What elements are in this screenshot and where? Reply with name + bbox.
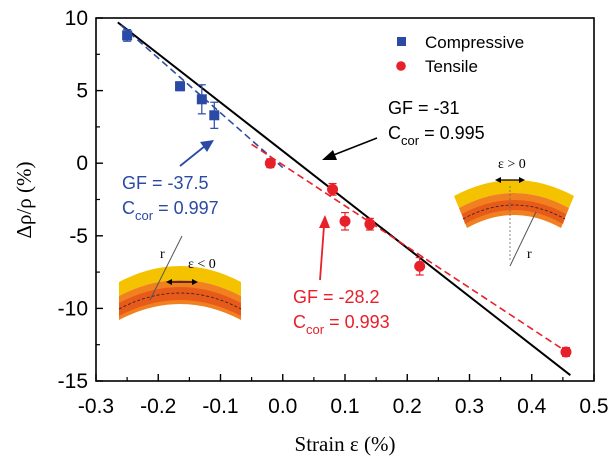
y-tick-label: 10 [65, 7, 88, 30]
annotation-black-arrow [330, 137, 378, 157]
x-tick-label: 0.1 [330, 395, 359, 418]
data-point-tensile [560, 346, 572, 358]
data-point-tensile [364, 218, 376, 230]
annotation-red: GF = -28.2 Ccor = 0.993 [293, 287, 390, 337]
inset-compressive-radius-line [149, 235, 183, 301]
inset-tensile-radius-line [509, 211, 537, 267]
x-tick-label: 0.5 [579, 395, 608, 418]
legend: Compressive Tensile [396, 33, 524, 76]
x-axis-title: Strain ε (%) [295, 432, 396, 456]
x-tick-label: -0.3 [78, 395, 114, 418]
x-tick-label: 0.2 [393, 395, 422, 418]
annotation-blue-arrowhead [200, 140, 214, 152]
data-point-compressive [175, 81, 186, 92]
inset-tensile-arrowhead-left [495, 177, 501, 183]
annotation-red-arrowhead [319, 215, 330, 228]
inset-compressive-neutral-line [118, 292, 242, 310]
inset-compressive-arrowhead-left [166, 279, 172, 285]
annotation-black-ccor: Ccor = 0.995 [388, 123, 485, 148]
inset-compressive-radius-label: r [160, 247, 165, 262]
data-point-tensile [414, 260, 426, 272]
fit-line-1 [120, 24, 284, 169]
y-axis-title: Δρ/ρ (%) [12, 161, 36, 238]
fit-line-0 [117, 21, 571, 376]
inset-compressive-outer-layer [119, 266, 241, 296]
annotation-blue: GF = -37.5 Ccor = 0.997 [122, 173, 219, 223]
x-tick-label: 0.4 [517, 395, 547, 418]
inset-compressive-strain-label: ε < 0 [188, 257, 216, 272]
annotation-blue-ccor: Ccor = 0.997 [122, 198, 219, 223]
fit-line-2 [251, 143, 570, 355]
inset-tensile-strain-label: ε > 0 [498, 157, 526, 172]
inset-compressive-core [119, 287, 241, 316]
y-tick-label: 5 [76, 80, 88, 103]
inset-tensile-body [459, 193, 569, 228]
legend-marker-tensile [396, 61, 406, 71]
data-point-tensile [264, 157, 276, 169]
inset-tensile-core [462, 200, 566, 224]
inset-tensile-neutral-line [462, 204, 566, 220]
annotation-black: GF = -31 Ccor = 0.995 [388, 98, 485, 148]
annotation-red-ccor: Ccor = 0.993 [293, 312, 390, 337]
data-point-tensile [327, 183, 339, 195]
legend-label-compressive: Compressive [425, 33, 524, 52]
data-point-compressive [196, 94, 207, 105]
legend-label-tensile: Tensile [425, 57, 478, 76]
legend-marker-compressive [397, 37, 406, 46]
y-tick-label: -10 [58, 297, 88, 320]
y-tick-label: -15 [58, 370, 88, 393]
annotation-red-gf: GF = -28.2 [293, 287, 380, 307]
annotation-black-arrowhead [322, 150, 337, 160]
y-tick-label: -5 [69, 225, 88, 248]
x-tick-label: -0.1 [202, 395, 238, 418]
inset-tensile-radius-label: r [527, 247, 532, 262]
data-point-tensile [339, 215, 351, 227]
inset-compressive-arrowhead-right [192, 279, 198, 285]
x-tick-label: 0.3 [455, 395, 484, 418]
inset-tensile-outer-layer [454, 180, 574, 208]
data-point-compressive [122, 30, 133, 41]
x-tick-label: -0.2 [140, 395, 176, 418]
annotation-red-arrow [319, 225, 325, 281]
inset-tensile: ε > 0 r [454, 157, 574, 267]
inset-compressive: r ε < 0 [118, 235, 242, 320]
x-tick-label: 0.0 [268, 395, 297, 418]
annotation-black-gf: GF = -31 [388, 98, 460, 118]
annotation-blue-arrow [179, 145, 206, 167]
annotation-blue-gf: GF = -37.5 [122, 173, 209, 193]
inset-tensile-arrowhead-right [519, 177, 525, 183]
y-tick-label: 0 [76, 152, 88, 175]
data-point-compressive [209, 110, 220, 121]
